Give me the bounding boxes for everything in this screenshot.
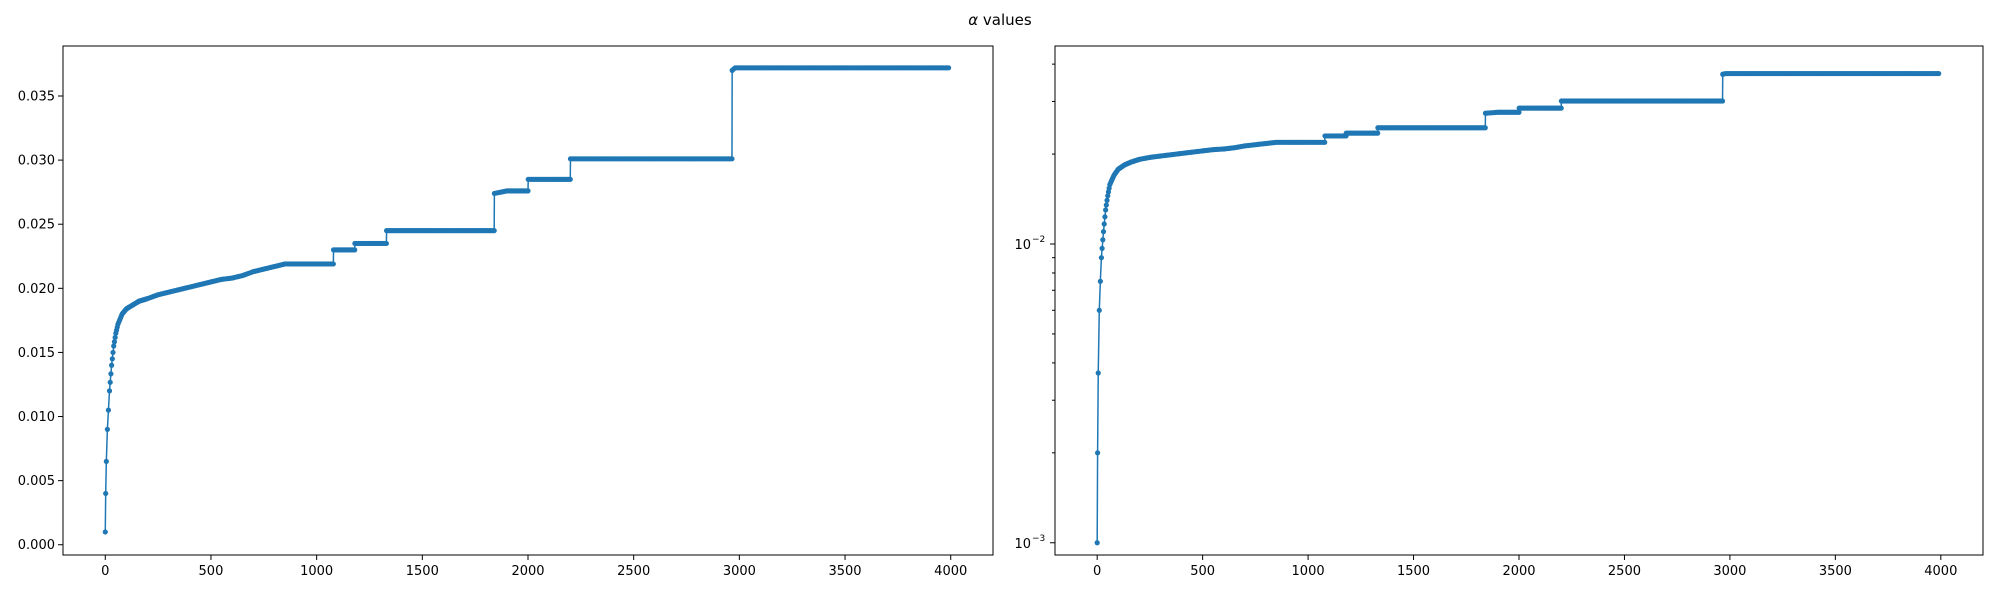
data-point xyxy=(946,65,952,71)
y-tick-label: 0.000 xyxy=(18,538,55,553)
x-tick-label: 1000 xyxy=(1292,564,1325,579)
series-line xyxy=(1096,72,1939,543)
y-tick-label: 0.025 xyxy=(18,218,55,233)
data-point xyxy=(112,334,118,341)
x-tick-label: 2000 xyxy=(511,564,544,579)
x-tick-label: 4000 xyxy=(1924,564,1957,579)
data-point xyxy=(102,529,108,535)
data-point xyxy=(103,458,109,465)
data-point xyxy=(567,176,573,182)
data-point xyxy=(383,240,389,247)
data-point xyxy=(1100,229,1107,235)
x-tick-label: 4000 xyxy=(934,564,967,579)
x-tick-label: 3500 xyxy=(828,564,861,579)
x-tick-label: 500 xyxy=(1190,564,1215,579)
figure-title-text: values xyxy=(978,11,1032,29)
data-point xyxy=(1099,245,1105,251)
data-point xyxy=(1101,221,1107,227)
data-point xyxy=(525,188,531,194)
x-tick-label: 3000 xyxy=(1713,564,1746,579)
x-tick-label: 3500 xyxy=(1819,564,1852,579)
data-point xyxy=(110,349,116,356)
data-point xyxy=(1098,255,1104,261)
y-tick-label: 10 xyxy=(1014,537,1031,552)
data-point xyxy=(330,261,336,267)
data-point xyxy=(1322,139,1328,145)
x-tick-label: 2000 xyxy=(1502,564,1535,579)
data-point xyxy=(1103,207,1109,213)
x-tick-label: 0 xyxy=(101,564,109,579)
data-point xyxy=(1558,105,1564,111)
x-tick-label: 1500 xyxy=(406,564,439,579)
linear-alpha-chart: 0 500 1000 1500 2000 2500 3000 3500 4000 0.000 0.0… xyxy=(18,45,994,579)
y-tick-exponent: −2 xyxy=(1032,235,1045,245)
plot-area-frame xyxy=(1054,45,1984,556)
data-point xyxy=(1094,540,1100,546)
y-tick-label: 0.035 xyxy=(18,90,55,105)
data-point xyxy=(109,362,115,368)
data-point xyxy=(1104,197,1110,203)
y-tick-label: 0.005 xyxy=(18,474,55,489)
data-point xyxy=(1516,109,1522,115)
data-point xyxy=(104,426,110,432)
y-tick-label: 10 xyxy=(1014,238,1031,253)
data-point xyxy=(729,156,735,162)
figure-title: α values xyxy=(968,11,1032,29)
data-point xyxy=(111,343,117,349)
y-tick-label: 0.010 xyxy=(18,410,55,425)
x-tick-label: 0 xyxy=(1093,564,1101,579)
y-tick-label: 0.020 xyxy=(18,282,55,297)
x-tick-label: 3000 xyxy=(723,564,756,579)
data-point xyxy=(1097,278,1103,284)
data-point xyxy=(106,388,113,394)
x-tick-label: 1000 xyxy=(300,564,333,579)
data-point xyxy=(1096,307,1102,313)
data-point xyxy=(107,379,113,385)
data-point xyxy=(1095,450,1101,456)
figure-title-symbol: α xyxy=(968,11,978,29)
data-point xyxy=(1095,370,1101,376)
data-point xyxy=(1482,125,1488,131)
data-point xyxy=(491,228,497,234)
data-point xyxy=(111,339,118,345)
data-point xyxy=(103,490,109,497)
x-tick-label: 2500 xyxy=(1608,564,1641,579)
plot-area-frame xyxy=(62,45,994,556)
y-tick-label: 0.015 xyxy=(18,346,55,361)
data-point xyxy=(108,371,114,377)
y-tick-label: 0.030 xyxy=(18,154,55,169)
data-point xyxy=(1936,70,1942,77)
data-point xyxy=(109,356,115,362)
data-point xyxy=(1375,130,1381,136)
x-tick-label: 2500 xyxy=(617,564,650,579)
x-tick-label: 1500 xyxy=(1397,564,1430,579)
data-point xyxy=(1719,98,1726,104)
data-point xyxy=(1103,202,1109,208)
series-line xyxy=(104,67,949,532)
data-point xyxy=(105,407,112,413)
data-point xyxy=(1100,237,1106,243)
y-tick-exponent: −3 xyxy=(1032,534,1045,544)
data-point xyxy=(352,247,358,253)
x-tick-label: 500 xyxy=(199,564,224,579)
data-point xyxy=(1102,214,1108,220)
